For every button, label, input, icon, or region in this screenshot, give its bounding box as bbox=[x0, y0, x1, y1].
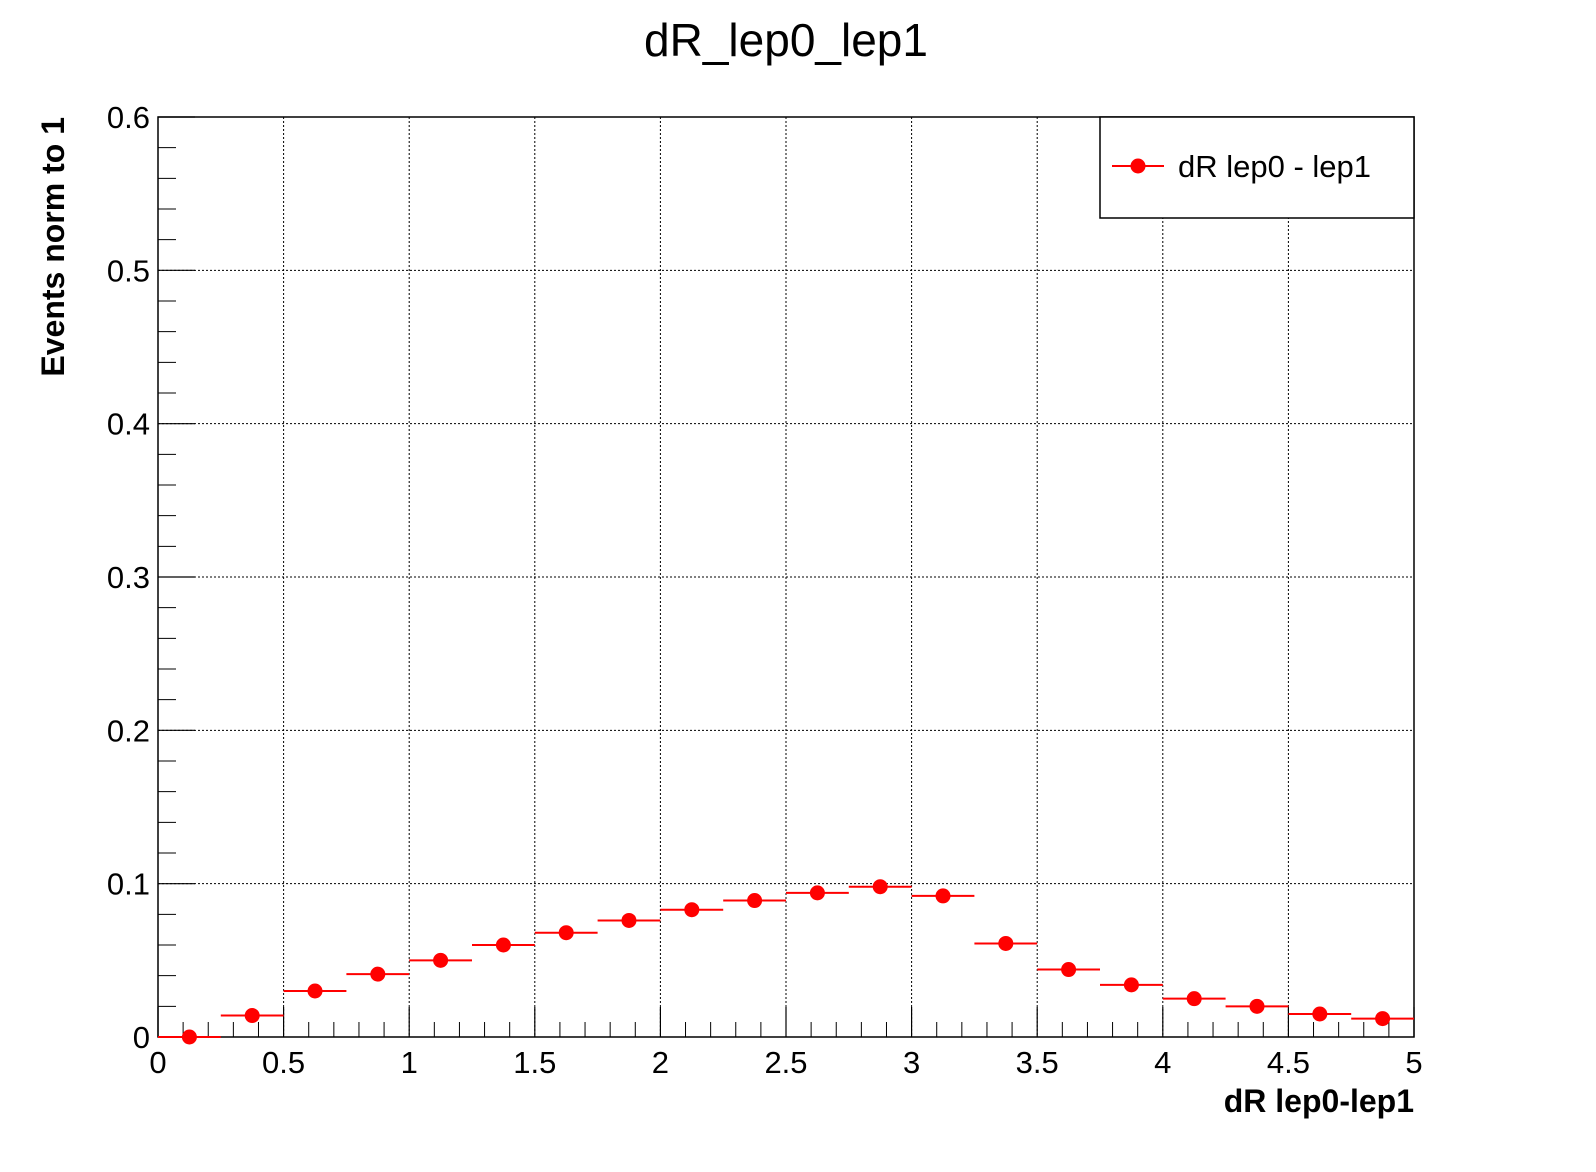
data-point bbox=[1186, 991, 1202, 1007]
x-tick-label: 0.5 bbox=[262, 1045, 305, 1080]
data-point bbox=[747, 893, 763, 909]
y-tick-label: 0.4 bbox=[107, 407, 150, 442]
data-point bbox=[370, 966, 386, 982]
y-tick-label: 0.3 bbox=[107, 560, 150, 595]
legend-box bbox=[1099, 116, 1415, 219]
data-point bbox=[684, 902, 700, 918]
y-tick-label: 0 bbox=[133, 1020, 150, 1055]
x-tick-labels: 0 0.5 1 1.5 2 2.5 3 3.5 4 4.5 5 bbox=[149, 1045, 1422, 1080]
data-point bbox=[1312, 1006, 1328, 1022]
y-tick-label: 0.1 bbox=[107, 867, 150, 902]
x-tick-label: 2 bbox=[652, 1045, 669, 1080]
x-tick-label: 1 bbox=[401, 1045, 418, 1080]
data-point bbox=[433, 952, 449, 968]
data-point bbox=[495, 937, 511, 953]
data-points bbox=[158, 879, 1414, 1045]
x-tick-label: 4 bbox=[1154, 1045, 1171, 1080]
grid-lines bbox=[158, 117, 1414, 1037]
x-tick-label: 4.5 bbox=[1267, 1045, 1310, 1080]
data-point bbox=[558, 925, 574, 941]
x-axis-label: dR lep0-lep1 bbox=[1224, 1083, 1414, 1119]
y-tick-label: 0.6 bbox=[107, 100, 150, 135]
data-point bbox=[1375, 1011, 1391, 1027]
legend-label: dR lep0 - lep1 bbox=[1178, 149, 1371, 184]
legend-marker-dot bbox=[1130, 158, 1146, 174]
data-point bbox=[1061, 962, 1077, 978]
chart-title: dR_lep0_lep1 bbox=[644, 14, 928, 66]
data-point bbox=[181, 1029, 197, 1045]
data-point bbox=[1123, 977, 1139, 993]
x-tick-label: 2.5 bbox=[764, 1045, 807, 1080]
data-point bbox=[872, 879, 888, 895]
x-tick-label: 3.5 bbox=[1016, 1045, 1059, 1080]
x-tick-label: 0 bbox=[149, 1045, 166, 1080]
y-tick-label: 0.2 bbox=[107, 713, 150, 748]
axis-ticks bbox=[157, 116, 1415, 1038]
x-tick-label: 5 bbox=[1405, 1045, 1422, 1080]
data-point bbox=[809, 885, 825, 901]
data-point bbox=[621, 912, 637, 928]
data-point bbox=[998, 935, 1014, 951]
data-point bbox=[1249, 998, 1265, 1014]
x-tick-label: 3 bbox=[903, 1045, 920, 1080]
data-point bbox=[935, 888, 951, 904]
y-tick-labels: 0 0.1 0.2 0.3 0.4 0.5 0.6 bbox=[107, 100, 150, 1055]
legend: dR lep0 - lep1 bbox=[1099, 116, 1415, 219]
y-tick-label: 0.5 bbox=[107, 253, 150, 288]
data-point bbox=[244, 1008, 260, 1024]
data-point bbox=[307, 983, 323, 999]
y-axis-label: Events norm to 1 bbox=[35, 117, 71, 377]
x-tick-label: 1.5 bbox=[513, 1045, 556, 1080]
